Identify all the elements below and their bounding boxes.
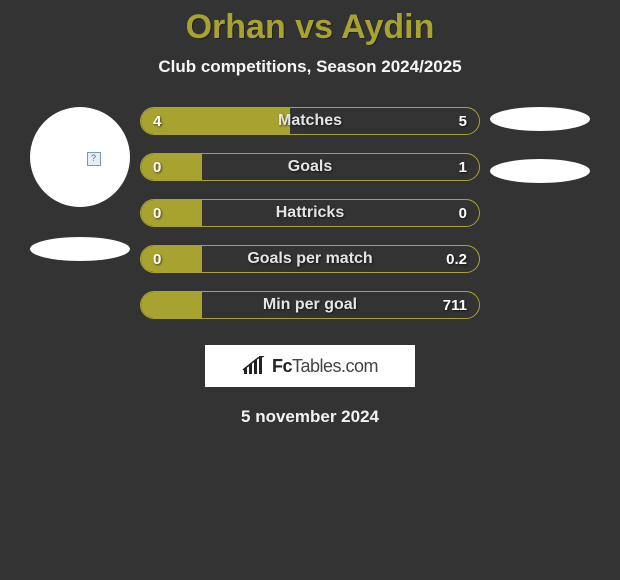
comparison-card: Orhan vs Aydin Club competitions, Season…	[0, 0, 620, 427]
page-title: Orhan vs Aydin	[0, 8, 620, 47]
stat-label: Matches	[141, 108, 479, 134]
stat-bar: 0Goals per match0.2	[140, 245, 480, 273]
date: 5 november 2024	[0, 407, 620, 427]
stat-bars: 4Matches50Goals10Hattricks00Goals per ma…	[140, 107, 480, 319]
stat-value-right: 0	[459, 200, 467, 226]
subtitle: Club competitions, Season 2024/2025	[0, 57, 620, 77]
stat-label: Goals per match	[141, 246, 479, 272]
broken-image-icon	[87, 152, 101, 166]
stat-value-right: 711	[443, 292, 467, 318]
player-right-side	[480, 107, 600, 183]
logo-part-c: .com	[341, 356, 378, 376]
stat-bar: Min per goal711	[140, 291, 480, 319]
player-left-side	[20, 107, 140, 261]
stat-value-right: 1	[459, 154, 467, 180]
stat-value-right: 5	[459, 108, 467, 134]
player-left-avatar	[30, 107, 130, 207]
stat-bar: 0Goals1	[140, 153, 480, 181]
stat-label: Goals	[141, 154, 479, 180]
fctables-logo[interactable]: FcTables.com	[205, 345, 415, 387]
bar-chart-icon	[242, 356, 266, 376]
stat-label: Min per goal	[141, 292, 479, 318]
avatar-ellipse-right-1	[490, 107, 590, 131]
main-row: 4Matches50Goals10Hattricks00Goals per ma…	[0, 107, 620, 319]
logo-text: FcTables.com	[272, 356, 378, 377]
logo-part-b: Tables	[292, 356, 341, 376]
stat-bar: 0Hattricks0	[140, 199, 480, 227]
stat-bar: 4Matches5	[140, 107, 480, 135]
logo-part-a: Fc	[272, 356, 292, 376]
stat-label: Hattricks	[141, 200, 479, 226]
avatar-shadow-left	[30, 237, 130, 261]
stat-value-right: 0.2	[446, 246, 467, 272]
avatar-ellipse-right-2	[490, 159, 590, 183]
